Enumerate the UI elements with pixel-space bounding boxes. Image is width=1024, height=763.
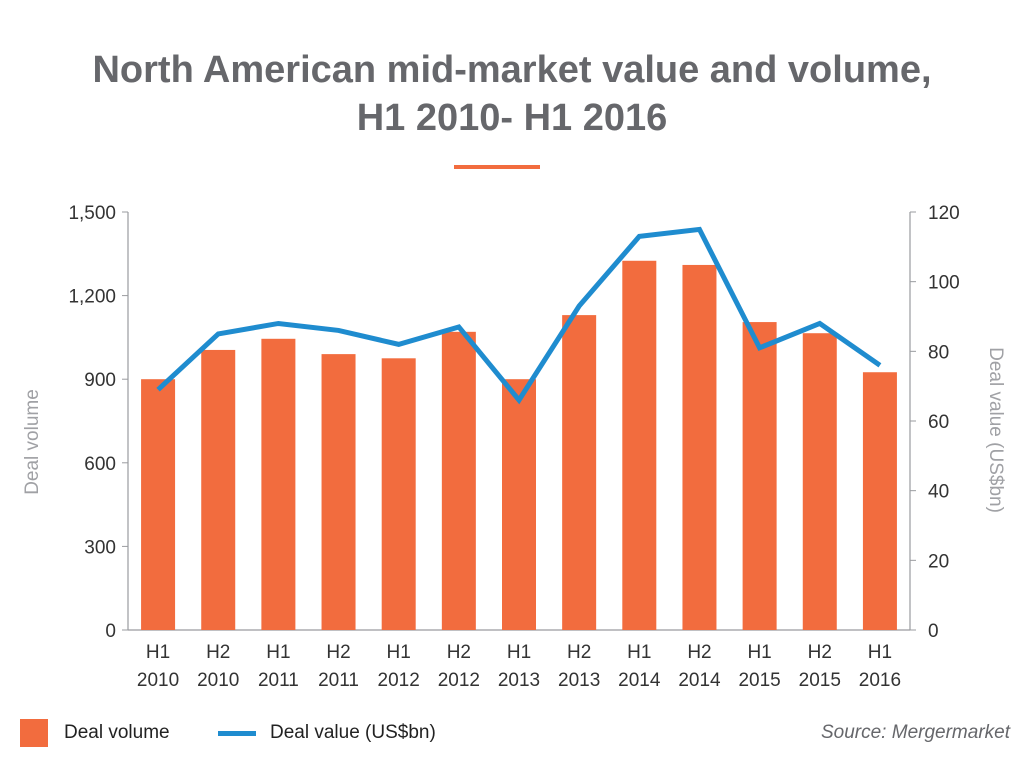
right-axis-title: Deal value (US$bn) — [985, 347, 1006, 513]
legend-item-deal-volume: Deal volume — [20, 716, 170, 750]
x-tick-label-half: H1 — [627, 642, 651, 663]
x-tick-label-year: 2010 — [137, 670, 179, 691]
right-axis-tick-label: 80 — [928, 342, 949, 363]
x-tick-label-half: H1 — [266, 642, 290, 663]
legend-label-deal-value: Deal value (US$bn) — [270, 722, 436, 743]
left-axis-tick-label: 0 — [105, 621, 116, 642]
legend-label-deal-volume: Deal volume — [64, 722, 170, 743]
bar-deal-volume — [742, 322, 777, 630]
bar-deal-volume — [261, 338, 296, 630]
x-tick-label-year: 2012 — [378, 670, 420, 691]
bar-deal-volume — [441, 331, 476, 630]
source-note: Source: Mergermarket — [820, 722, 1010, 743]
x-tick-label-half: H2 — [808, 642, 832, 663]
legend-swatch-bar — [20, 719, 48, 747]
x-tick-label-year: 2014 — [678, 670, 721, 691]
bar-deal-volume — [802, 333, 837, 630]
x-tick-label-half: H2 — [206, 642, 230, 663]
x-tick-label-half: H2 — [687, 642, 711, 663]
x-tick-label-half: H1 — [868, 642, 892, 663]
right-axis-tick-label: 20 — [928, 551, 949, 572]
bar-deal-volume — [381, 358, 416, 630]
x-tick-label-half: H1 — [146, 642, 170, 663]
left-axis-tick-label: 600 — [84, 454, 116, 475]
x-tick-label-half: H2 — [447, 642, 471, 663]
x-tick-label-year: 2011 — [258, 670, 299, 691]
x-tick-label-year: 2011 — [318, 670, 359, 691]
x-tick-label-year: 2014 — [618, 670, 661, 691]
bar-deal-volume — [862, 372, 897, 630]
bar-deal-volume — [201, 349, 236, 630]
x-tick-label-year: 2013 — [498, 670, 540, 691]
left-axis-tick-label: 300 — [84, 537, 116, 558]
right-axis-tick-label: 120 — [928, 203, 960, 224]
right-axis-tick-label: 60 — [928, 412, 949, 433]
x-tick-label-year: 2015 — [738, 670, 780, 691]
x-tick-label-half: H1 — [387, 642, 411, 663]
left-axis-tick-label: 900 — [84, 370, 116, 391]
x-tick-label-year: 2015 — [799, 670, 841, 691]
legend: Deal volume Deal value (US$bn) Source: M… — [0, 716, 1024, 750]
bar-deal-volume — [502, 379, 536, 630]
x-tick-label-half: H1 — [747, 642, 771, 663]
left-axis-title: Deal volume — [22, 389, 43, 495]
x-tick-label-half: H1 — [507, 642, 531, 663]
x-tick-label-half: H2 — [326, 642, 350, 663]
right-axis-tick-label: 0 — [928, 621, 939, 642]
title-accent-rule — [454, 165, 540, 169]
x-tick-label-half: H2 — [567, 642, 591, 663]
bar-deal-volume — [141, 379, 176, 630]
left-axis-tick-label: 1,500 — [68, 203, 116, 224]
bar-deal-volume — [321, 354, 356, 630]
x-tick-label-year: 2013 — [558, 670, 600, 691]
chart-title: North American mid-market value and volu… — [0, 46, 1024, 142]
x-tick-label-year: 2016 — [859, 670, 901, 691]
chart-title-line-1: North American mid-market value and volu… — [92, 49, 932, 91]
bar-deal-volume — [562, 315, 597, 630]
legend-item-deal-value: Deal value (US$bn) — [218, 716, 436, 750]
right-axis-tick-label: 40 — [928, 482, 949, 503]
right-axis-tick-label: 100 — [928, 273, 960, 294]
x-tick-label-year: 2010 — [197, 670, 239, 691]
bar-deal-volume — [682, 264, 717, 630]
left-axis-tick-label: 1,200 — [68, 287, 116, 308]
legend-swatch-line — [218, 730, 256, 736]
x-tick-label-year: 2012 — [438, 670, 480, 691]
bar-deal-volume — [622, 260, 657, 630]
chart-title-line-2: H1 2010- H1 2016 — [356, 97, 668, 139]
